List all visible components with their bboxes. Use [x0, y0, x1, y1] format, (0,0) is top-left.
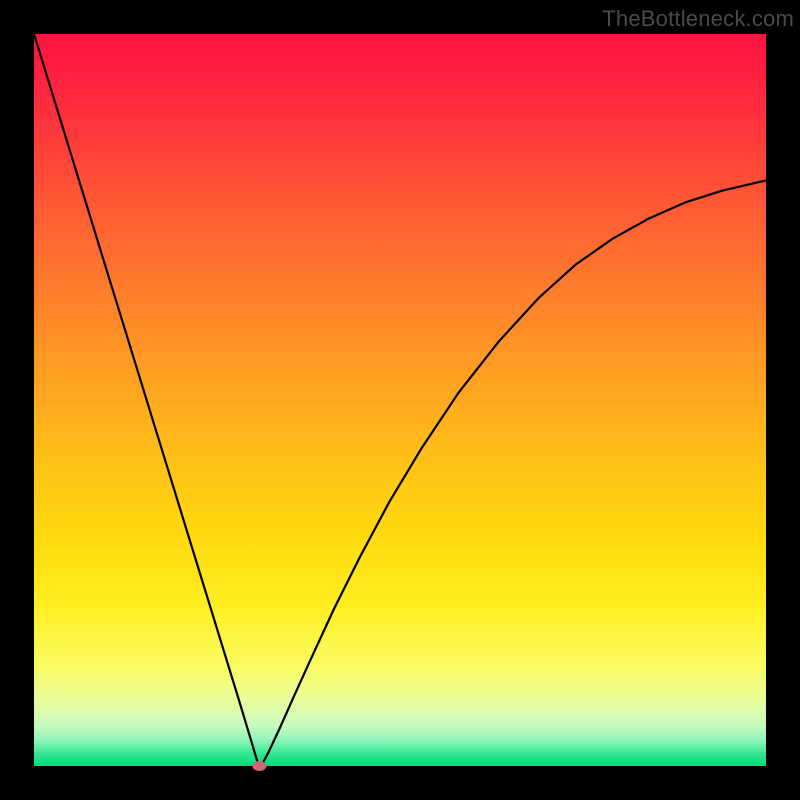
plot-background — [34, 34, 766, 766]
bottleneck-curve-chart — [0, 0, 800, 800]
watermark-text: TheBottleneck.com — [602, 6, 794, 32]
minimum-marker — [252, 761, 266, 771]
